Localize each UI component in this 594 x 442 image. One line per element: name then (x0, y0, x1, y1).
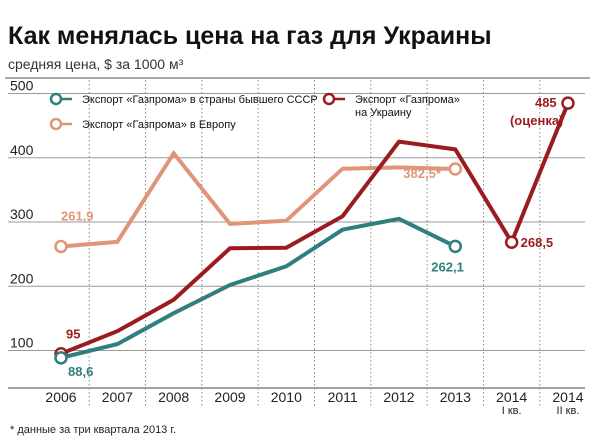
series-point-marker (504, 235, 519, 249)
legend-marker (49, 92, 63, 106)
legend-entry: Экспорт «Газпрома» (355, 94, 460, 106)
y-tick-label: 400 (10, 142, 34, 158)
y-tick-label: 200 (10, 270, 34, 286)
legend-entry: Экспорт «Газпрома» в страны бывшего СССР (82, 94, 318, 106)
grid-layer (5, 77, 590, 406)
series-point-marker (54, 351, 68, 365)
x-tick-label: 2014 (496, 389, 527, 405)
data-label: 95 (66, 327, 80, 342)
data-label: 485 (535, 95, 557, 110)
legend-entry: Экспорт «Газпрома» в Европу (82, 119, 236, 131)
y-tick-label: 100 (10, 335, 34, 351)
data-label: 382,5* (403, 166, 442, 181)
series-line-0 (60, 216, 457, 360)
y-tick-label: 500 (10, 78, 34, 94)
legend-entry-line2: на Украину (355, 107, 412, 119)
x-tick-label: 2008 (158, 389, 189, 405)
series-line-2 (60, 102, 570, 356)
x-tick-label: 2010 (271, 389, 302, 405)
series-line-1 (60, 149, 456, 249)
legend-marker (322, 92, 336, 106)
legend-marker (49, 117, 63, 131)
x-tick-label: 2011 (328, 389, 358, 405)
data-label: 262,1 (431, 259, 464, 274)
axis-layer: 100 200 300 400 500 2006 2007 2008 2009 2010 2011 2… (10, 78, 584, 418)
series-layer (54, 96, 575, 365)
x-tick-sublabel: I кв. (502, 405, 522, 417)
series-point-marker (54, 239, 68, 254)
data-label: (оценка) (510, 113, 563, 128)
chart-subtitle: средняя цена, $ за 1000 м³ (8, 56, 184, 72)
x-tick-label: 2014 (552, 389, 583, 405)
data-label: 261,9 (61, 208, 94, 223)
data-labels: 261,9 382,5* 262,1 88,6 95 268,5 485 (оценка) (61, 95, 563, 379)
series-point-marker (561, 96, 575, 110)
x-tick-sublabel: II кв. (557, 405, 580, 417)
x-tick-label: 2007 (102, 389, 133, 405)
data-label: 268,5 (521, 235, 554, 250)
series-point-marker (448, 162, 463, 176)
series-point-marker (448, 239, 463, 254)
x-tick-label: 2013 (440, 389, 471, 405)
x-tick-label: 2012 (383, 389, 414, 405)
x-tick-label: 2006 (45, 389, 76, 405)
legend: Экспорт «Газпрома» в страны бывшего СССР… (49, 92, 460, 131)
chart-title: Как менялась цена на газ для Украины (8, 22, 492, 50)
footnote: * данные за три квартала 2013 г. (10, 424, 176, 436)
y-tick-label: 300 (10, 206, 34, 222)
x-tick-label: 2009 (214, 389, 245, 405)
data-label: 88,6 (68, 364, 93, 379)
